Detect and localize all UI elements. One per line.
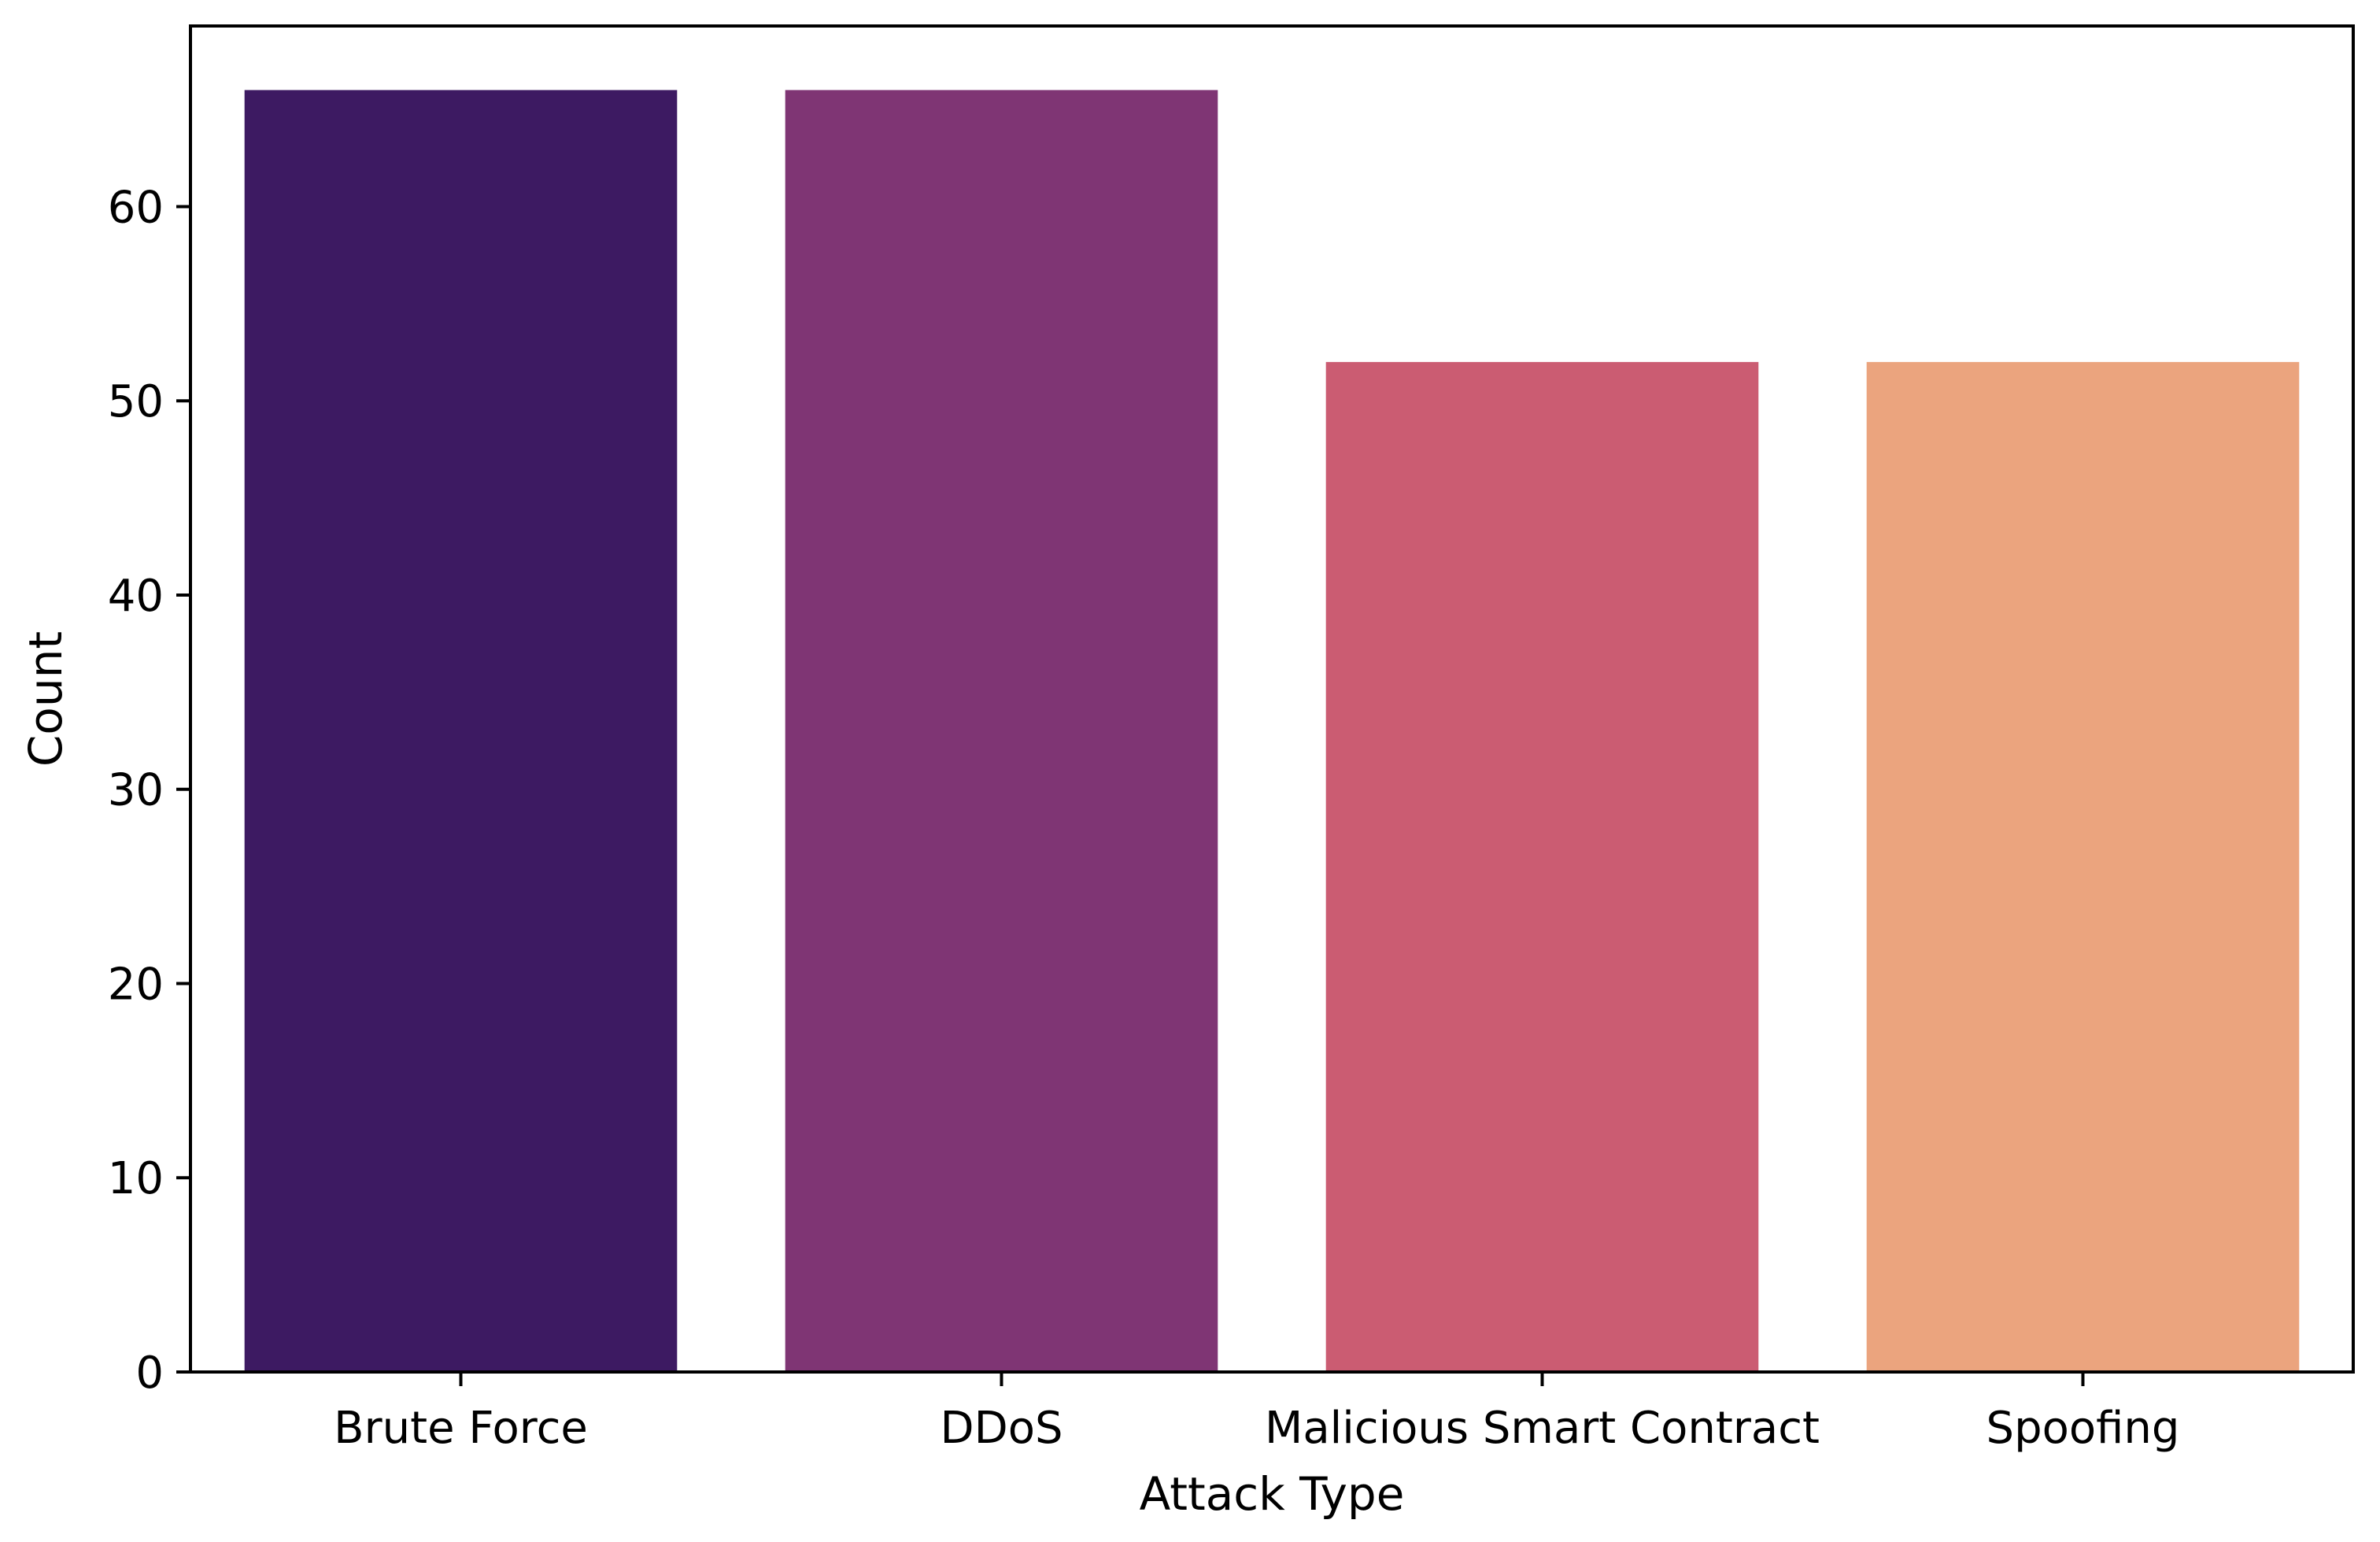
y-tick-label: 50 (108, 376, 164, 427)
plot-frame (189, 24, 2355, 1374)
bars-group (244, 90, 2300, 1373)
y-tick-label: 40 (108, 571, 164, 622)
bar-ddos (785, 90, 1218, 1372)
y-tick-label: 30 (108, 765, 164, 816)
bar-malicious-smart-contract (1325, 361, 1759, 1373)
y-axis-label: Count (19, 631, 72, 767)
x-axis-label: Attack Type (1140, 1467, 1405, 1521)
y-tick-label: 0 (135, 1348, 164, 1399)
x-axis-ticks: Brute Force DDoS Malicious Smart Contract S… (334, 1372, 2179, 1454)
x-tick-label: Brute Force (334, 1403, 588, 1454)
x-tick-label: Malicious Smart Contract (1265, 1403, 1820, 1454)
bar-spoofing (1866, 361, 2300, 1373)
x-tick-label: DDoS (940, 1403, 1062, 1454)
x-tick-label: Spoofing (1986, 1403, 2180, 1454)
y-tick-label: 10 (108, 1153, 164, 1204)
y-tick-label: 60 (108, 182, 164, 233)
y-axis-ticks: 0 10 20 30 40 50 60 (108, 182, 190, 1399)
y-tick-label: 20 (108, 959, 164, 1010)
bar-brute-force (244, 90, 678, 1372)
